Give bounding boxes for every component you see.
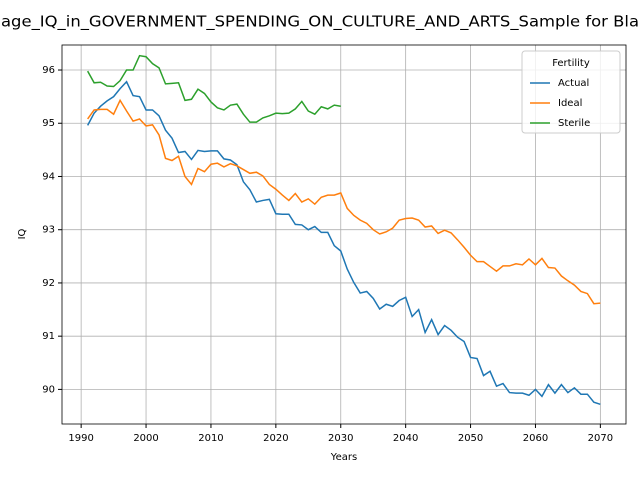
x-tick-label: 2050	[458, 433, 483, 444]
y-tick-label: 90	[42, 384, 55, 395]
x-tick-label: 2020	[263, 433, 288, 444]
chart-title: age_IQ_in_GOVERNMENT_SPENDING_ON_CULTURE…	[1, 13, 639, 32]
line-series	[86, 54, 341, 123]
y-tick-label: 96	[42, 65, 55, 76]
y-tick-label: 94	[42, 171, 55, 182]
legend-label: Actual	[558, 78, 589, 89]
y-tick-label: 91	[42, 331, 55, 342]
x-tick-label: 2040	[393, 433, 418, 444]
x-tick-label: 1990	[68, 433, 93, 444]
legend-label: Sterile	[558, 118, 590, 129]
plot-frame	[61, 44, 627, 425]
y-tick-label: 93	[42, 225, 55, 236]
y-axis-label: IQ	[17, 228, 28, 239]
x-axis-label: Years	[330, 452, 357, 463]
line-series	[87, 98, 601, 305]
x-tick-label: 2060	[523, 433, 548, 444]
legend-label: Ideal	[558, 98, 582, 109]
legend-title: Fertility	[552, 58, 590, 69]
x-tick-label: 2000	[133, 433, 158, 444]
line-series	[86, 80, 601, 406]
x-tick-label: 2070	[588, 433, 613, 444]
y-tick-label: 95	[42, 118, 55, 129]
x-tick-label: 2010	[198, 433, 223, 444]
x-tick-label: 2030	[328, 433, 353, 444]
y-tick-label: 92	[42, 278, 55, 289]
legend-box	[521, 50, 621, 134]
